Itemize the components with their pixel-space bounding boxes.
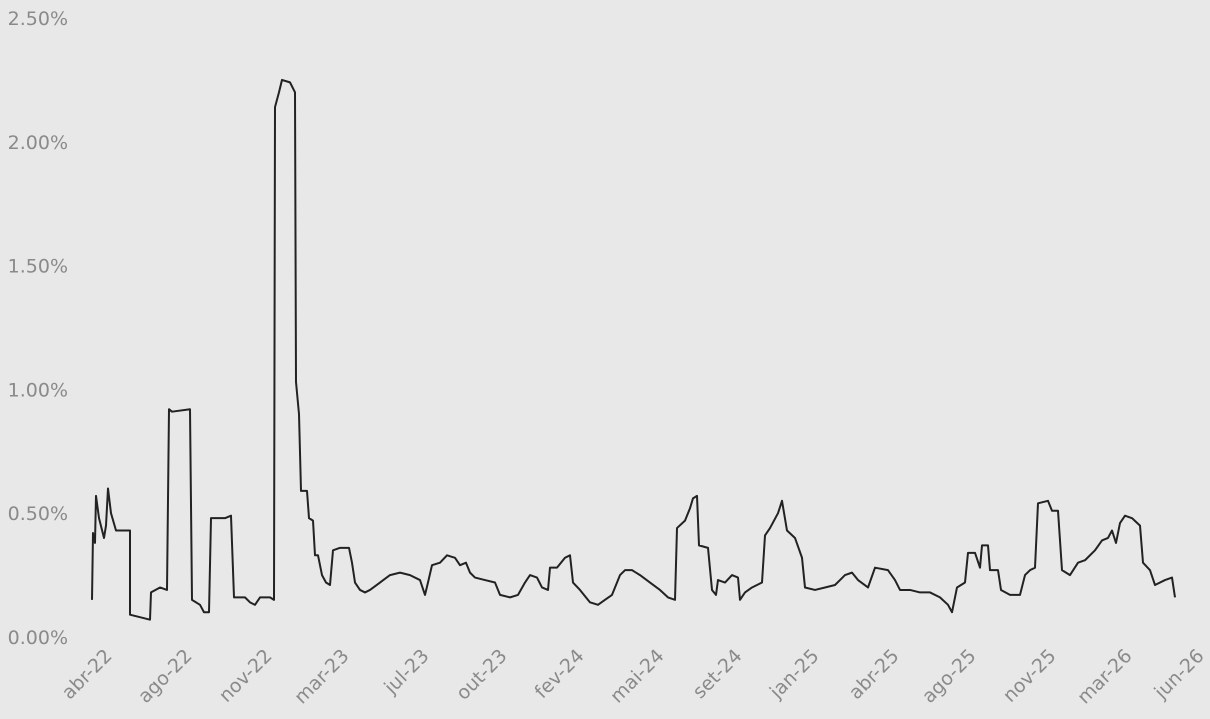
- y-tick-label: 2.50%: [8, 8, 68, 30]
- y-tick-label: 1.00%: [8, 379, 68, 401]
- x-tick-label: set-24: [688, 645, 746, 703]
- x-tick-label: out-23: [452, 645, 512, 705]
- x-tick-label: mar-26: [1073, 645, 1136, 708]
- x-tick-label: ago-25: [918, 645, 981, 708]
- x-tick-label: jan-25: [765, 645, 824, 704]
- line: [91, 78, 1176, 621]
- x-tick-label: mar-23: [290, 645, 353, 708]
- x-tick-label: fev-24: [530, 645, 588, 703]
- y-tick-label: 0.00%: [8, 627, 68, 649]
- x-tick-label: abr-25: [845, 645, 904, 704]
- x-tick-label: mai-24: [606, 645, 669, 708]
- y-tick-label: 2.00%: [8, 132, 68, 154]
- x-tick-label: jul-23: [379, 645, 433, 699]
- x-tick-label: ago-22: [134, 645, 197, 708]
- x-tick-label: nov-22: [215, 645, 277, 707]
- y-tick-label: 0.50%: [8, 503, 68, 525]
- x-tick-label: jun-26: [1150, 645, 1209, 704]
- y-tick-label: 1.50%: [8, 256, 68, 278]
- x-tick-label: nov-25: [999, 645, 1061, 707]
- x-tick-label: abr-22: [58, 645, 117, 704]
